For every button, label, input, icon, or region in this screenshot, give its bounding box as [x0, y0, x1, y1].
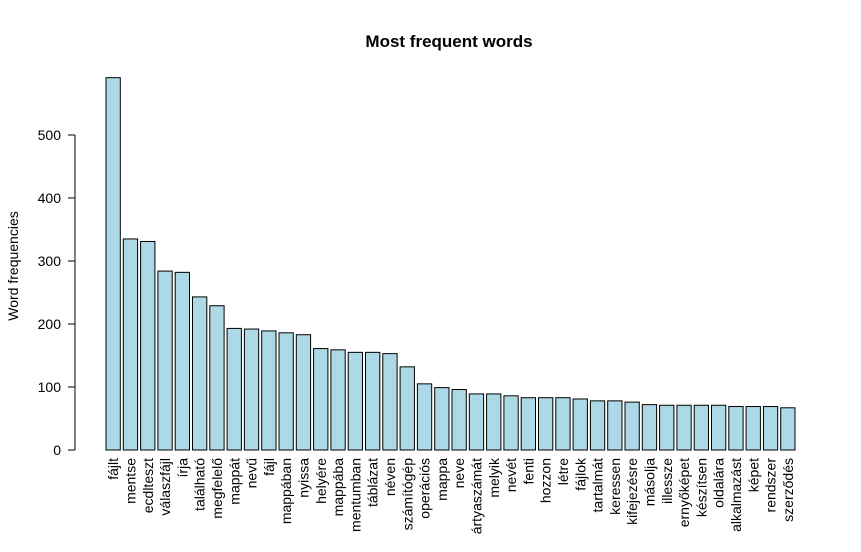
bar	[157, 270, 173, 451]
y-tick-label: 100	[38, 379, 62, 395]
bar	[347, 351, 364, 451]
y-axis-label: Word frequencies	[5, 211, 21, 320]
x-tick-label: számítógép	[399, 458, 415, 531]
bar	[780, 407, 796, 451]
bar	[105, 77, 121, 451]
x-tick-label: mappa	[434, 458, 450, 501]
x-tick-label: operációs	[417, 458, 433, 519]
bar	[607, 400, 623, 451]
bar	[209, 305, 225, 451]
bar	[226, 327, 242, 451]
bar	[693, 404, 710, 451]
x-tick-label: fájlok	[572, 457, 588, 491]
bar	[330, 349, 346, 451]
x-tick-label: mappát	[226, 458, 242, 505]
bar	[365, 351, 381, 451]
y-tick-label: 400	[38, 190, 62, 206]
x-axis-labels: fájlt mentse ecdlteszt válaszfájl írja találh…	[105, 457, 796, 534]
bar	[538, 397, 554, 451]
bar	[192, 296, 208, 451]
x-tick-label: mentumban	[347, 458, 363, 532]
x-tick-label: másolja	[641, 458, 657, 506]
bar	[295, 334, 312, 451]
x-tick-label: fenti	[520, 458, 536, 484]
x-tick-label: alkalmazást	[728, 458, 744, 532]
bar	[503, 395, 519, 451]
x-tick-label: nevű	[244, 458, 260, 489]
x-tick-label: illessze	[659, 458, 675, 504]
bar	[762, 406, 779, 451]
bar	[624, 401, 640, 451]
bar	[434, 387, 450, 451]
bar	[278, 332, 294, 451]
x-tick-label: keressen	[607, 458, 623, 515]
bar	[589, 400, 606, 451]
bar	[122, 238, 139, 451]
bar	[451, 389, 467, 451]
x-tick-label: válaszfájl	[157, 458, 173, 516]
bars	[105, 77, 796, 451]
x-tick-label: szerződés	[780, 458, 796, 522]
bar	[659, 404, 675, 451]
x-tick-label: hozzon	[538, 458, 554, 503]
x-tick-label: képet	[745, 458, 761, 492]
x-tick-label: neve	[451, 458, 467, 489]
x-tick-label: oldalára	[711, 458, 727, 508]
bar	[174, 271, 190, 451]
bar	[486, 393, 502, 451]
bar	[243, 328, 260, 451]
x-tick-label: néven	[382, 458, 398, 496]
x-tick-label: tartalmát	[590, 458, 606, 513]
bar	[382, 353, 398, 451]
bar	[313, 348, 329, 451]
bar	[520, 397, 537, 451]
bar	[745, 406, 761, 451]
x-tick-label: ernyőképet	[676, 458, 692, 527]
x-tick-label: ártyaszámát	[468, 458, 484, 534]
x-tick-label: létre	[555, 458, 571, 485]
x-tick-label: ecdlteszt	[140, 458, 156, 513]
x-tick-label: írja	[174, 458, 190, 478]
bar	[572, 398, 588, 451]
bar	[468, 393, 485, 451]
bar	[261, 330, 277, 451]
x-tick-label: megfelelő	[209, 458, 225, 519]
x-tick-label: melyik	[486, 457, 502, 498]
x-tick-label: helyére	[313, 458, 329, 504]
x-tick-label: mappába	[330, 458, 346, 517]
chart-title: Most frequent words	[365, 32, 532, 51]
x-tick-label: rendszer	[763, 458, 779, 513]
y-axis: 0 100 200 300 400 500	[38, 127, 76, 458]
bar	[416, 383, 433, 451]
x-tick-label: kifejezésre	[624, 458, 640, 525]
x-tick-label: található	[192, 458, 208, 511]
bar	[641, 404, 658, 451]
x-tick-label: fájl	[261, 458, 277, 476]
x-tick-label: nevét	[503, 458, 519, 492]
x-tick-label: mentse	[122, 458, 138, 504]
bar	[555, 397, 571, 451]
bar	[711, 404, 727, 451]
x-tick-label: fájlt	[105, 458, 121, 480]
bar	[140, 240, 156, 451]
bar	[399, 366, 415, 451]
x-tick-label: készítsen	[693, 458, 709, 517]
y-tick-label: 300	[38, 253, 62, 269]
y-tick-label: 500	[38, 127, 62, 143]
bar	[676, 404, 692, 451]
x-tick-label: nyissa	[295, 458, 311, 498]
y-tick-label: 200	[38, 316, 62, 332]
x-tick-label: táblázat	[365, 458, 381, 507]
y-tick-label: 0	[53, 442, 61, 458]
bar	[728, 406, 744, 451]
x-tick-label: mappában	[278, 458, 294, 524]
